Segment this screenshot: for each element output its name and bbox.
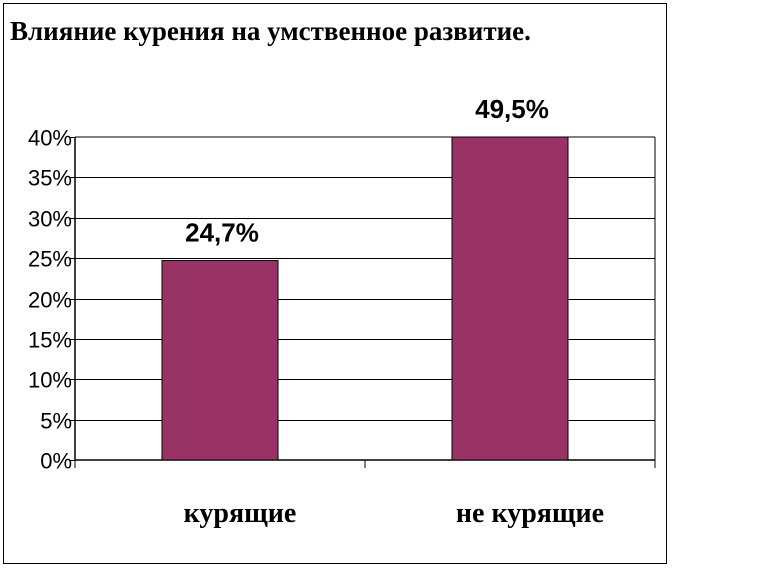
bar (161, 260, 279, 461)
y-tick-label: 5% (40, 409, 72, 434)
y-tick-label: 35% (28, 166, 72, 191)
x-category-label: курящие (184, 498, 297, 529)
y-tick-label: 10% (28, 368, 72, 393)
chart-title: Влияние курения на умственное развитие. (10, 16, 531, 46)
y-tick-label: 40% (28, 126, 72, 151)
y-tick-label: 25% (28, 247, 72, 272)
labels: 0% 5% 10% 15% 20% 25% 30% 35% 40% 24,7% курящие 49,… (28, 94, 604, 529)
bar (451, 136, 569, 461)
bars (161, 136, 569, 461)
y-tick-label: 15% (28, 328, 72, 353)
y-tick-label: 20% (28, 288, 72, 313)
data-label: 24,7% (185, 218, 259, 248)
y-tick-label: 30% (28, 207, 72, 232)
x-category-label: не курящие (456, 498, 604, 529)
data-label: 49,5% (475, 94, 549, 124)
y-tick-label: 0% (40, 449, 72, 474)
